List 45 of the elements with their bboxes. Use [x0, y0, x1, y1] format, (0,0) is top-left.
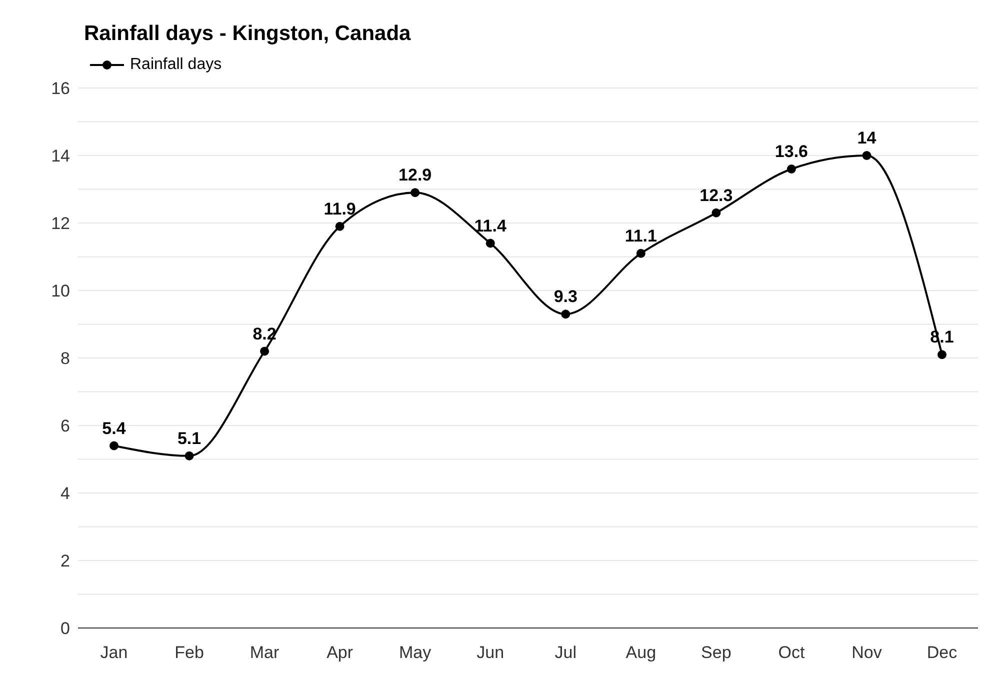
- legend-label: Rainfall days: [130, 56, 222, 74]
- x-tick-label: Nov: [852, 643, 882, 662]
- x-tick-label: Oct: [778, 643, 805, 662]
- x-tick-label: Apr: [326, 643, 354, 662]
- chart-title: Rainfall days - Kingston, Canada: [83, 21, 412, 47]
- point: [561, 310, 570, 319]
- data-label: 11.1: [624, 226, 657, 246]
- x-tick-label: Jun: [476, 643, 504, 662]
- data-label: 13.6: [774, 142, 808, 161]
- point: [410, 188, 420, 198]
- data-label: 12.9: [398, 166, 432, 185]
- point: [636, 248, 646, 258]
- data-label: 11.9: [324, 199, 356, 218]
- point: [184, 451, 194, 460]
- y-tick-label: 4: [60, 484, 70, 504]
- x-tick-label: Dec: [926, 643, 958, 662]
- point: [486, 238, 495, 248]
- y-tick-label: 14: [51, 146, 70, 166]
- point: [712, 208, 721, 218]
- data-label: 9.3: [554, 287, 578, 306]
- y-tick-label: 2: [60, 552, 70, 571]
- y-tick-label: 0: [60, 619, 70, 638]
- x-tick-label: Mar: [250, 643, 280, 662]
- point: [862, 151, 872, 160]
- x-tick-label: May: [399, 643, 432, 662]
- point: [335, 222, 344, 231]
- x-tick-label: Jan: [100, 643, 128, 662]
- x-tick-label: Aug: [626, 643, 656, 662]
- y-tick-label: 10: [51, 282, 70, 301]
- data-label: 14: [857, 128, 877, 148]
- point: [938, 350, 946, 360]
- point: [110, 441, 118, 450]
- data-label: 5.1: [177, 428, 202, 448]
- point: [260, 346, 270, 356]
- point: [786, 164, 796, 174]
- y-tick-label: 8: [60, 349, 70, 368]
- x-tick-label: Jul: [554, 643, 577, 662]
- x-tick-label: Sep: [701, 643, 732, 662]
- y-tick-label: 6: [60, 416, 70, 436]
- y-tick-label: 16: [51, 79, 70, 98]
- x-tick-label: Feb: [174, 643, 204, 662]
- data-label: 5.4: [102, 418, 126, 438]
- y-tick-label: 12: [51, 214, 70, 234]
- data-label: 12.3: [700, 186, 733, 205]
- data-label: 11.4: [474, 216, 507, 236]
